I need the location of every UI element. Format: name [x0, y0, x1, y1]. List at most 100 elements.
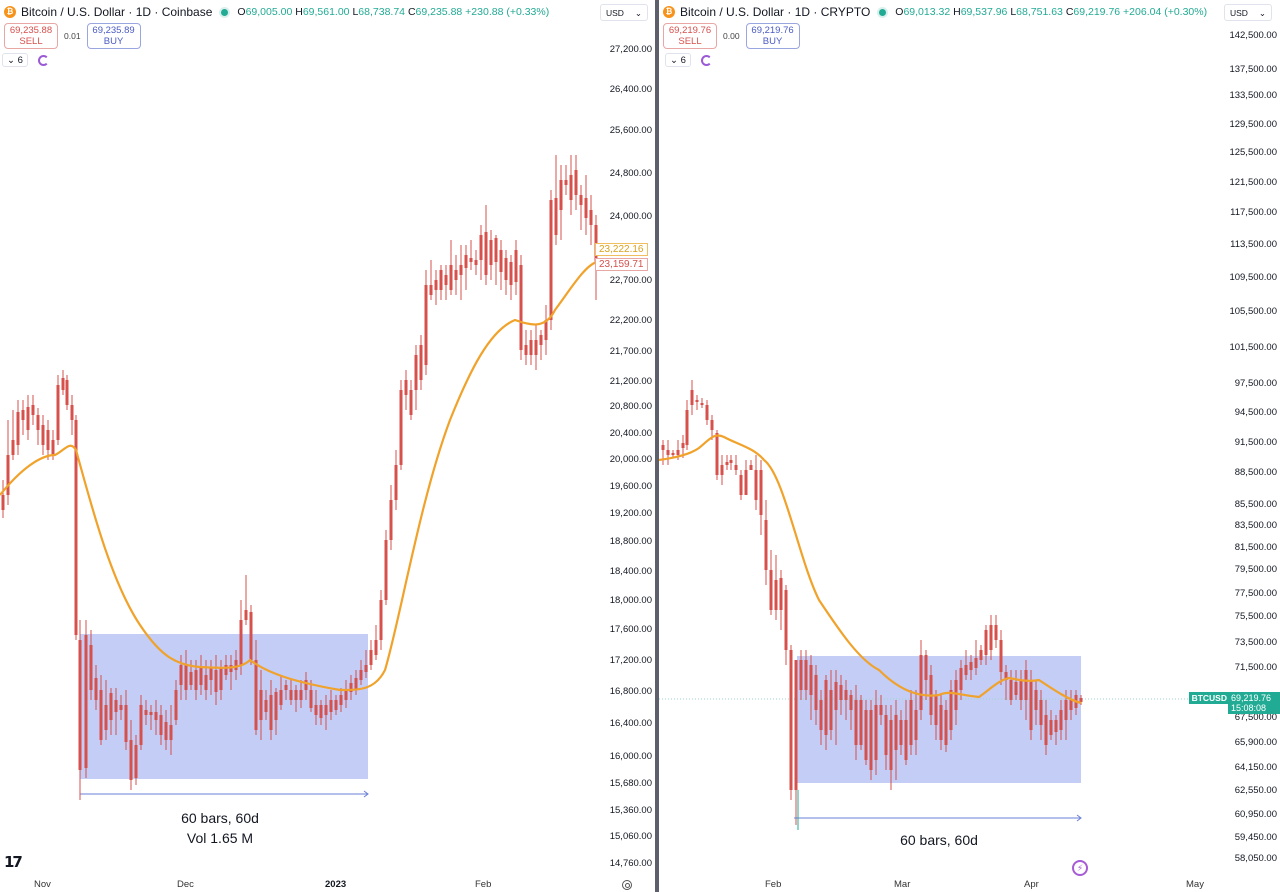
pane-divider[interactable]	[655, 0, 659, 892]
price-axis-label: 21,700.00	[609, 346, 652, 357]
price-axis-label: 19,600.00	[609, 481, 652, 492]
candlestick-chart-right[interactable]	[659, 0, 1280, 892]
price-axis-label: 19,200.00	[609, 508, 652, 519]
time-axis-label: Feb	[765, 879, 782, 890]
price-axis-label: 88,500.00	[1234, 467, 1277, 478]
price-axis-label: 27,200.00	[609, 44, 652, 55]
market-open-icon	[221, 8, 229, 16]
sell-button[interactable]: 69,219.76 SELL	[663, 23, 717, 49]
price-axis-label: 20,000.00	[609, 454, 652, 465]
price-axis-label: 81,500.00	[1234, 542, 1277, 553]
price-axis-label: 14,760.00	[609, 858, 652, 869]
sync-icon[interactable]	[700, 54, 712, 66]
price-axis-label: 121,500.00	[1229, 177, 1277, 188]
price-axis-label: 97,500.00	[1234, 378, 1277, 389]
last-price-tag: 23,159.71	[595, 258, 648, 271]
price-axis-label: 64,150.00	[1234, 762, 1277, 773]
buy-button[interactable]: 69,235.89 BUY	[86, 23, 141, 49]
symbol-legend: ₿ Bitcoin / U.S. Dollar · 1D · CRYPTO O6…	[663, 5, 1207, 19]
price-axis-label: 129,500.00	[1229, 119, 1277, 130]
price-axis-label: 71,500.00	[1234, 662, 1277, 673]
price-axis-label: 65,900.00	[1234, 737, 1277, 748]
time-axis-label: Nov	[34, 879, 51, 890]
spread-value: 0.00	[723, 31, 740, 41]
currency-select[interactable]: USD ⌄	[1224, 4, 1272, 21]
price-axis-label: 22,700.00	[609, 275, 652, 286]
price-axis-label: 125,500.00	[1229, 147, 1277, 158]
price-axis-label: 91,500.00	[1234, 437, 1277, 448]
ohlc-values: O69,005.00 H69,561.00 L68,738.74 C69,235…	[237, 6, 550, 18]
spread-value: 0.01	[64, 31, 81, 41]
measure-volume-label: Vol 1.65 M	[186, 830, 254, 846]
price-axis-label: 75,500.00	[1234, 611, 1277, 622]
last-price-tag: 69,219.76 15:08:08	[1228, 692, 1280, 714]
price-axis-label: 15,360.00	[609, 805, 652, 816]
price-axis-label: 18,000.00	[609, 595, 652, 606]
price-axis-label: 117,500.00	[1230, 207, 1277, 218]
price-axis-label: 94,500.00	[1234, 407, 1277, 418]
ma-price-tag: 23,222.16	[595, 243, 648, 256]
price-axis-label: 113,500.00	[1230, 239, 1277, 250]
price-axis-label: 15,680.00	[609, 778, 652, 789]
indicators-row: ⌄ 6	[665, 53, 712, 67]
price-axis-label: 25,600.00	[609, 125, 652, 136]
time-axis-label: Feb	[475, 879, 492, 890]
settings-gear-icon[interactable]	[622, 880, 632, 890]
measure-bars-label: 60 bars, 60d	[900, 832, 978, 848]
sell-button[interactable]: 69,235.88 SELL	[4, 23, 58, 49]
chart-pane-right[interactable]: ₿ Bitcoin / U.S. Dollar · 1D · CRYPTO O6…	[659, 0, 1280, 892]
time-axis-label: Apr	[1024, 879, 1039, 890]
market-open-icon	[879, 8, 887, 16]
price-axis-label: 133,500.00	[1229, 90, 1277, 101]
tradingview-logo[interactable]: 17	[4, 853, 23, 871]
price-axis-label: 60,950.00	[1234, 809, 1277, 820]
bar-countdown: 15:08:08	[1231, 703, 1267, 713]
price-axis-label: 22,200.00	[609, 315, 652, 326]
price-axis-label: 16,800.00	[609, 686, 652, 697]
price-axis-label: 101,500.00	[1229, 342, 1277, 353]
indicators-toggle[interactable]: ⌄ 6	[665, 53, 691, 67]
symbol-title[interactable]: Bitcoin / U.S. Dollar · 1D · CRYPTO	[680, 5, 871, 19]
price-axis-label: 137,500.00	[1229, 64, 1277, 75]
ai-assistant-icon[interactable]: ⚡	[1072, 860, 1088, 876]
time-axis-label: 2023	[325, 879, 347, 890]
price-axis-label: 24,000.00	[609, 211, 652, 222]
price-axis-label: 24,800.00	[609, 168, 652, 179]
chevron-down-icon: ⌄	[1258, 8, 1266, 18]
symbol-title[interactable]: Bitcoin / U.S. Dollar · 1D · Coinbase	[21, 5, 213, 19]
time-axis-label: Dec	[177, 879, 194, 890]
price-axis-label: 142,500.00	[1229, 30, 1277, 41]
price-axis-label: 79,500.00	[1234, 564, 1277, 575]
price-axis-label: 85,500.00	[1234, 499, 1277, 510]
candlestick-chart-left[interactable]	[0, 0, 655, 892]
price-axis-label: 105,500.00	[1229, 306, 1277, 317]
price-axis-label: 20,400.00	[609, 428, 652, 439]
time-axis-label: Mar	[894, 879, 911, 890]
price-axis-label: 17,200.00	[609, 655, 652, 666]
sync-icon[interactable]	[37, 54, 49, 66]
price-axis-label: 18,400.00	[609, 566, 652, 577]
currency-select[interactable]: USD ⌄	[600, 4, 648, 21]
chevron-down-icon: ⌄	[634, 8, 642, 18]
ohlc-values: O69,013.32 H69,537.96 L68,751.63 C69,219…	[895, 6, 1208, 18]
price-axis-label: 16,000.00	[609, 751, 652, 762]
price-axis-label: 15,060.00	[609, 831, 652, 842]
buy-button[interactable]: 69,219.76 BUY	[745, 23, 800, 49]
indicators-row: ⌄ 6	[2, 53, 49, 67]
bitcoin-icon: ₿	[663, 6, 675, 18]
price-axis-label: 62,550.00	[1234, 785, 1277, 796]
trade-buttons: 69,235.88 SELL 0.01 69,235.89 BUY	[4, 23, 141, 49]
chart-pane-left[interactable]: ₿ Bitcoin / U.S. Dollar · 1D · Coinbase …	[0, 0, 655, 892]
price-axis-label: 18,800.00	[609, 536, 652, 547]
bitcoin-icon: ₿	[4, 6, 16, 18]
symbol-legend: ₿ Bitcoin / U.S. Dollar · 1D · Coinbase …	[4, 5, 549, 19]
symbol-price-tag: BTCUSD	[1188, 692, 1230, 704]
price-axis-label: 20,800.00	[609, 401, 652, 412]
price-axis-label: 59,450.00	[1234, 832, 1277, 843]
price-axis-label: 58,050.00	[1234, 853, 1277, 864]
indicators-toggle[interactable]: ⌄ 6	[2, 53, 28, 67]
price-axis-label: 73,500.00	[1234, 637, 1277, 648]
price-axis-label: 21,200.00	[609, 376, 652, 387]
trade-buttons: 69,219.76 SELL 0.00 69,219.76 BUY	[663, 23, 800, 49]
price-axis-label: 109,500.00	[1229, 272, 1277, 283]
